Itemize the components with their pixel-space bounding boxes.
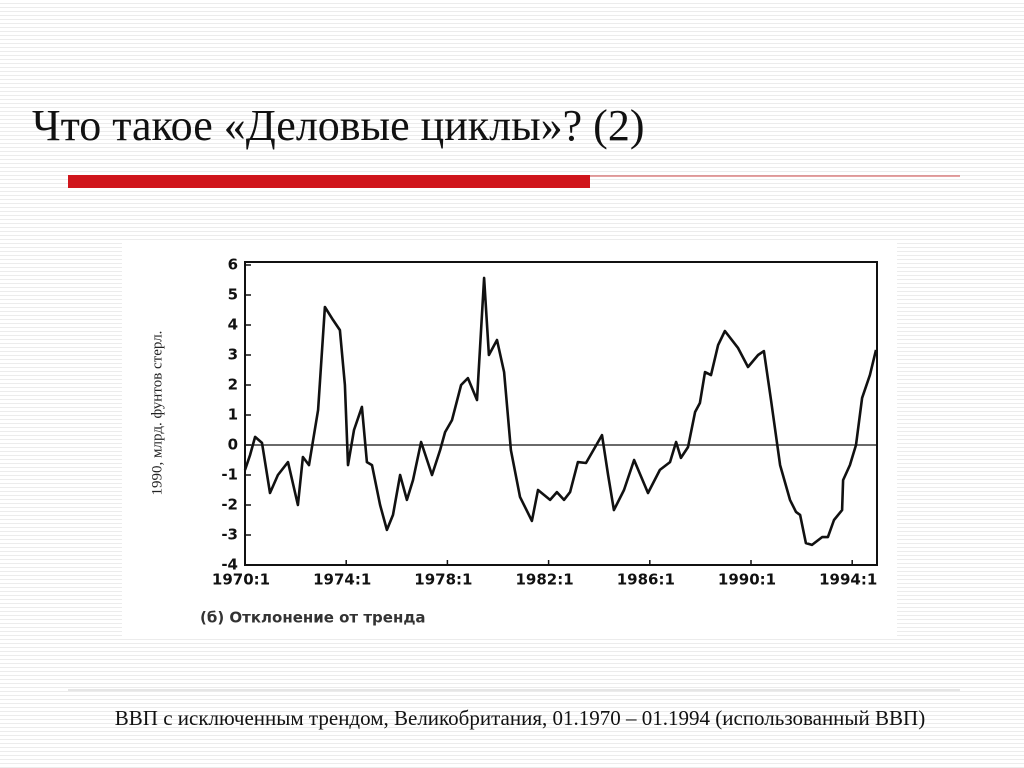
y-tick-label: 1: [228, 406, 238, 424]
y-tick-label: 2: [228, 376, 238, 394]
x-tick-label: 1970:1: [212, 571, 270, 589]
chart-subtitle: (б) Отклонение от тренда: [200, 609, 426, 627]
plot-frame: [244, 261, 878, 566]
y-tick-label: 3: [228, 346, 238, 364]
y-tick-label: 0: [228, 436, 238, 454]
slide-caption: ВВП с исключенным трендом, Великобритани…: [115, 706, 925, 730]
y-axis-label: 1990, млрд. фунтов стерл.: [149, 331, 165, 496]
x-tick-label: 1994:1: [819, 571, 877, 589]
y-tick-label: 4: [228, 316, 238, 334]
x-tick-label: 1974:1: [313, 571, 371, 589]
y-tick-label: 6: [228, 256, 238, 274]
title-bar: [68, 175, 590, 188]
x-tick-label: 1986:1: [617, 571, 675, 589]
y-tick-label: -4: [221, 556, 238, 574]
slide-title: Что такое «Деловые циклы»? (2): [32, 101, 644, 150]
y-tick-label: -2: [221, 496, 238, 514]
data-line: [243, 276, 878, 547]
x-tick-label: 1982:1: [516, 571, 574, 589]
y-tick-label: -1: [221, 466, 238, 484]
x-tick-label: 1990:1: [718, 571, 776, 589]
x-tick-label: 1978:1: [414, 571, 472, 589]
y-tick-label: -3: [221, 526, 238, 544]
y-tick-label: 5: [228, 286, 238, 304]
